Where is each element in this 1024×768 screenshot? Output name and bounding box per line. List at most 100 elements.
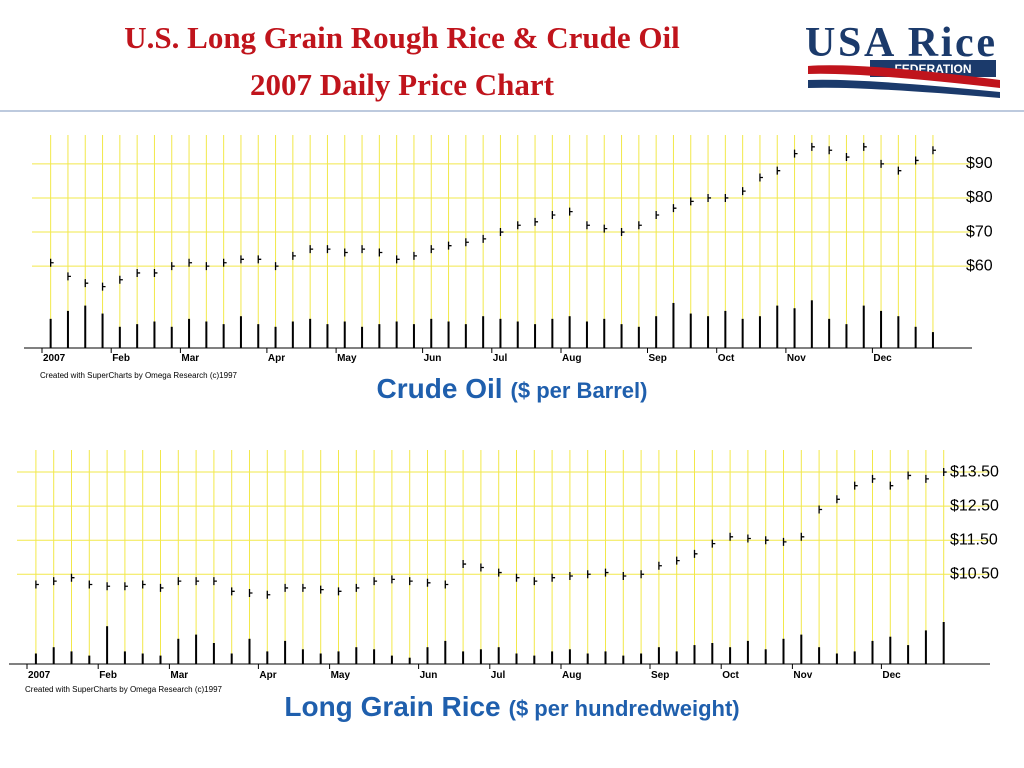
- volume-bar: [361, 326, 364, 348]
- price-bar: [409, 577, 413, 586]
- caption: Long Grain Rice ($ per hundredweight): [284, 691, 739, 722]
- price-bar: [195, 577, 200, 586]
- volume-bar: [118, 326, 121, 348]
- price-bar: [302, 583, 306, 592]
- volume-bar: [907, 645, 910, 664]
- price-bar: [378, 248, 383, 257]
- y-tick-label: $11.50: [950, 531, 998, 548]
- x-tick-label: Dec: [882, 670, 901, 681]
- x-tick-label: Feb: [99, 670, 117, 681]
- price-bar: [707, 193, 712, 202]
- volume-bar: [924, 630, 927, 664]
- price-bar: [53, 577, 57, 586]
- price-bar: [729, 532, 734, 541]
- volume-bar: [533, 655, 536, 664]
- volume-bar: [106, 626, 109, 664]
- volume-bar: [568, 316, 571, 348]
- price-bar: [655, 211, 660, 219]
- price-bar: [106, 582, 111, 591]
- volume-bar: [711, 643, 714, 664]
- volume-bar: [482, 316, 485, 348]
- price-bar: [171, 262, 175, 271]
- volume-bar: [724, 310, 727, 348]
- price-bar: [690, 197, 694, 206]
- volume-bar: [49, 318, 52, 348]
- price-bar: [800, 532, 805, 541]
- volume-bar: [497, 647, 500, 664]
- x-tick-label: Nov: [793, 670, 812, 681]
- price-bar: [622, 571, 627, 580]
- price-bar: [326, 245, 331, 254]
- price-bar: [231, 587, 235, 596]
- volume-bar: [52, 647, 55, 664]
- price-bar: [925, 474, 929, 483]
- volume-bar: [159, 655, 162, 664]
- x-tick-label: 2007: [43, 353, 66, 364]
- volume-bar: [551, 651, 554, 664]
- volume-bar: [845, 324, 848, 348]
- volume-bar: [34, 653, 37, 664]
- volume-bar: [309, 318, 312, 348]
- logo-name: USA Rice: [805, 20, 995, 66]
- price-bar: [943, 468, 947, 477]
- price-bar: [320, 585, 324, 594]
- y-tick-label: $60: [966, 257, 993, 274]
- y-tick-label: $12.50: [950, 497, 999, 514]
- price-bar: [361, 245, 366, 254]
- volume-bar: [355, 647, 358, 664]
- x-tick-label: Oct: [718, 353, 735, 364]
- volume-bar: [343, 321, 346, 348]
- volume-bar: [516, 321, 519, 348]
- x-tick-label: Dec: [873, 353, 892, 364]
- x-tick-label: Jun: [424, 353, 442, 364]
- volume-bar: [675, 651, 678, 664]
- price-bar: [480, 563, 484, 572]
- price-bar: [292, 251, 296, 260]
- price-bar: [257, 255, 262, 264]
- volume-bar: [291, 321, 294, 348]
- volume-bar: [257, 324, 260, 348]
- volume-bar: [568, 649, 571, 664]
- volume-bar: [657, 647, 660, 664]
- volume-bar: [222, 324, 225, 348]
- price-bar: [854, 481, 858, 490]
- volume-bar: [447, 321, 450, 348]
- volume-bar: [195, 634, 198, 664]
- volume-bar: [853, 651, 856, 664]
- volume-bar: [741, 318, 744, 348]
- logo-stripe: [808, 79, 1000, 98]
- volume-bar: [66, 310, 69, 348]
- volume-bar: [373, 649, 376, 664]
- volume-bar: [378, 324, 381, 348]
- volume-bar: [620, 324, 623, 348]
- price-bar: [70, 573, 75, 582]
- volume-bar: [390, 655, 393, 664]
- price-bar: [50, 258, 54, 267]
- price-bar: [640, 570, 645, 579]
- price-bar: [765, 536, 769, 545]
- caption-unit: ($ per Barrel): [511, 378, 648, 403]
- volume-bar: [880, 310, 883, 348]
- volume-bar: [534, 324, 537, 348]
- title-line: U.S. Long Grain Rough Rice & Crude Oil: [124, 20, 680, 55]
- price-bar: [569, 571, 573, 580]
- price-bar: [337, 587, 342, 596]
- volume-bar: [444, 640, 447, 664]
- x-tick-label: Jul: [493, 353, 508, 364]
- caption-title: Crude Oil: [377, 373, 503, 404]
- price-bar: [863, 142, 867, 151]
- x-tick-label: 2007: [28, 670, 51, 681]
- price-bar: [462, 560, 467, 569]
- x-tick-label: Feb: [112, 353, 130, 364]
- price-bar: [759, 173, 763, 182]
- price-bar: [776, 166, 781, 175]
- volume-bar: [897, 316, 900, 348]
- volume-bar: [408, 657, 411, 664]
- volume-bar: [758, 316, 761, 348]
- volume-bar: [835, 653, 838, 664]
- price-bar: [426, 578, 431, 587]
- price-bar: [136, 268, 141, 277]
- volume-bar: [818, 647, 821, 664]
